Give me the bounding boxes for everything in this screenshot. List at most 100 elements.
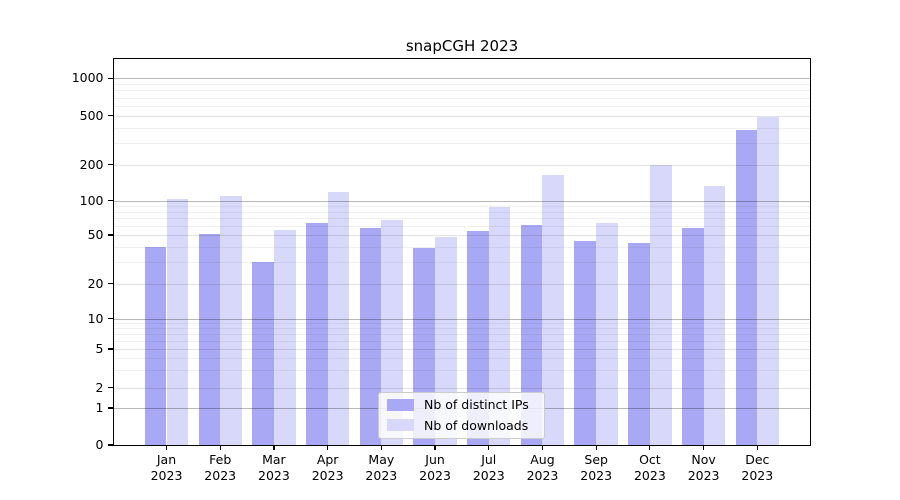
bar-distinct-ips-0: [144, 246, 167, 445]
gridline-4: [114, 358, 810, 360]
x-tick-label-10: Nov 2023: [687, 452, 720, 483]
x-tick-mark-0: [165, 445, 168, 450]
x-tick-mark-3: [327, 445, 329, 450]
y-tick-label-100: 100: [79, 192, 104, 208]
y-tick-label-1000: 1000: [71, 70, 104, 86]
bar-distinct-ips-11: [735, 129, 758, 445]
bar-distinct-ips-2: [252, 262, 274, 445]
bar-downloads-7: [542, 174, 565, 445]
chart-title: snapCGH 2023: [405, 37, 519, 55]
gridline-80: [114, 211, 810, 213]
x-tick-label-8: Sep 2023: [580, 452, 613, 483]
x-tick-mark-5: [434, 445, 436, 450]
y-tick-mark-0: [107, 444, 113, 446]
y-tick-label-50: 50: [87, 227, 104, 242]
gridline-5: [114, 349, 810, 350]
bar-distinct-ips-10: [681, 228, 704, 445]
y-tick-label-5: 5: [95, 341, 104, 356]
y-tick-label-0: 0: [95, 437, 104, 452]
bar-distinct-ips-1: [198, 234, 221, 445]
legend-swatch-distinct-ips: [387, 398, 414, 411]
gridline-800: [114, 90, 810, 92]
gridline-90: [114, 205, 810, 207]
y-tick-label-20: 20: [87, 275, 104, 291]
gridline-200: [114, 164, 810, 166]
x-tick-label-5: Jun 2023: [419, 452, 451, 483]
bar-downloads-1: [220, 195, 242, 445]
x-tick-label-6: Jul 2023: [472, 452, 505, 483]
bar-downloads-9: [649, 165, 672, 445]
legend-entry-downloads: Nb of downloads: [387, 417, 536, 434]
y-tick-mark-1: [107, 407, 113, 409]
x-tick-mark-8: [595, 445, 597, 450]
x-tick-label-4: May 2023: [365, 452, 398, 483]
y-tick-label-500: 500: [79, 107, 104, 123]
gridline-600: [114, 105, 810, 107]
gridline-500: [114, 115, 810, 117]
y-tick-label-2: 2: [95, 379, 104, 395]
gridline-30: [114, 262, 810, 264]
y-tick-mark-5: [107, 348, 113, 350]
x-tick-label-7: Aug 2023: [526, 452, 559, 483]
gridline-1000: [114, 78, 810, 80]
legend-label: Nb of distinct IPs: [424, 397, 529, 413]
x-tick-mark-6: [488, 445, 490, 450]
bar-distinct-ips-8: [574, 240, 597, 445]
gridline-8: [114, 328, 810, 330]
y-tick-mark-2: [107, 386, 113, 389]
gridline-10: [114, 318, 810, 320]
legend-swatch-downloads: [387, 419, 414, 432]
x-tick-label-3: Apr 2023: [311, 452, 344, 483]
gridline-20: [114, 283, 810, 285]
bar-downloads-11: [757, 116, 779, 445]
gridline-9: [114, 323, 810, 325]
y-tick-label-10: 10: [87, 310, 104, 326]
x-tick-mark-11: [756, 445, 758, 450]
x-tick-label-2: Mar 2023: [258, 452, 290, 483]
gridline-70: [114, 218, 810, 220]
gridline-7: [114, 334, 810, 336]
gridline-700: [114, 97, 810, 99]
y-tick-label-1: 1: [95, 400, 104, 415]
gridline-3: [114, 370, 810, 372]
bar-downloads-6: [488, 206, 511, 445]
y-tick-mark-50: [107, 234, 113, 236]
gridline-60: [114, 225, 810, 227]
legend-label: Nb of downloads: [424, 417, 529, 433]
bar-downloads-3: [327, 191, 350, 445]
gridline-100: [114, 200, 810, 202]
x-tick-mark-10: [703, 445, 705, 450]
bar-distinct-ips-9: [628, 242, 650, 445]
x-tick-mark-1: [219, 445, 221, 450]
bar-distinct-ips-4: [359, 227, 382, 445]
x-tick-mark-9: [649, 445, 651, 450]
gridline-900: [114, 83, 810, 85]
gridline-400: [114, 127, 810, 129]
y-tick-mark-200: [107, 164, 113, 166]
x-tick-mark-4: [380, 445, 382, 450]
y-tick-mark-20: [107, 282, 113, 285]
gridline-2: [114, 387, 810, 389]
gridline-300: [114, 143, 810, 145]
bar-distinct-ips-3: [305, 222, 328, 445]
x-tick-mark-7: [541, 445, 544, 450]
legend: Nb of distinct IPs Nb of downloads: [378, 391, 545, 439]
x-tick-mark-2: [273, 445, 275, 450]
bar-downloads-10: [703, 185, 726, 445]
y-tick-label-200: 200: [79, 156, 104, 172]
gridline-6: [114, 340, 810, 342]
x-tick-label-11: Dec 2023: [741, 452, 774, 483]
x-tick-label-9: Oct 2023: [633, 452, 666, 483]
y-tick-mark-500: [107, 115, 113, 117]
bar-downloads-0: [166, 199, 189, 445]
x-tick-label-0: Jan 2023: [150, 452, 183, 483]
gridline-40: [114, 246, 810, 248]
y-tick-mark-100: [107, 199, 113, 202]
gridline-50: [114, 235, 810, 236]
y-tick-mark-10: [107, 317, 113, 320]
y-tick-mark-1000: [107, 77, 113, 79]
bar-downloads-4: [381, 219, 404, 445]
legend-entry-distinct-ips: Nb of distinct IPs: [387, 397, 536, 414]
x-tick-label-1: Feb 2023: [204, 452, 237, 483]
